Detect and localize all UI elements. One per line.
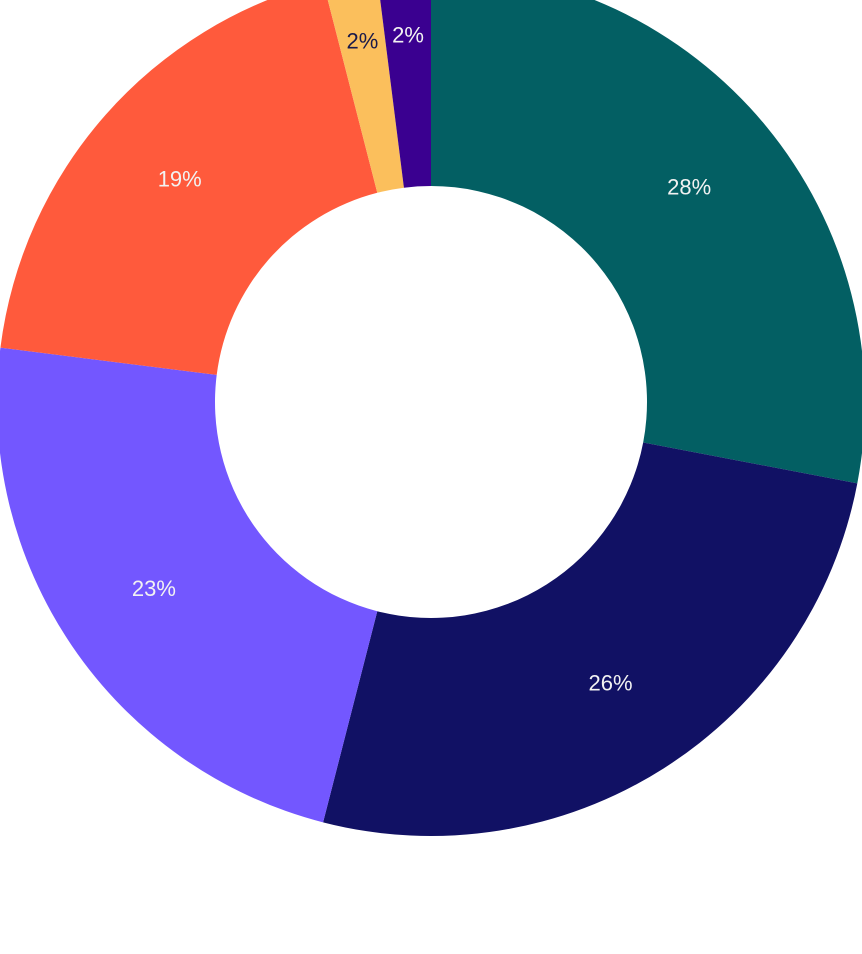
slice-label: 19% <box>158 166 202 191</box>
donut-slice <box>323 442 858 836</box>
slice-label: 2% <box>347 28 379 53</box>
donut-slice <box>0 0 378 375</box>
slice-label: 23% <box>132 576 176 601</box>
donut-slice <box>327 0 404 193</box>
donut-slice <box>431 0 862 484</box>
donut-slice <box>0 347 378 823</box>
slice-label: 2% <box>392 23 424 48</box>
donut-slice <box>380 0 431 188</box>
slice-label: 26% <box>588 671 632 696</box>
slice-label: 28% <box>667 174 711 199</box>
